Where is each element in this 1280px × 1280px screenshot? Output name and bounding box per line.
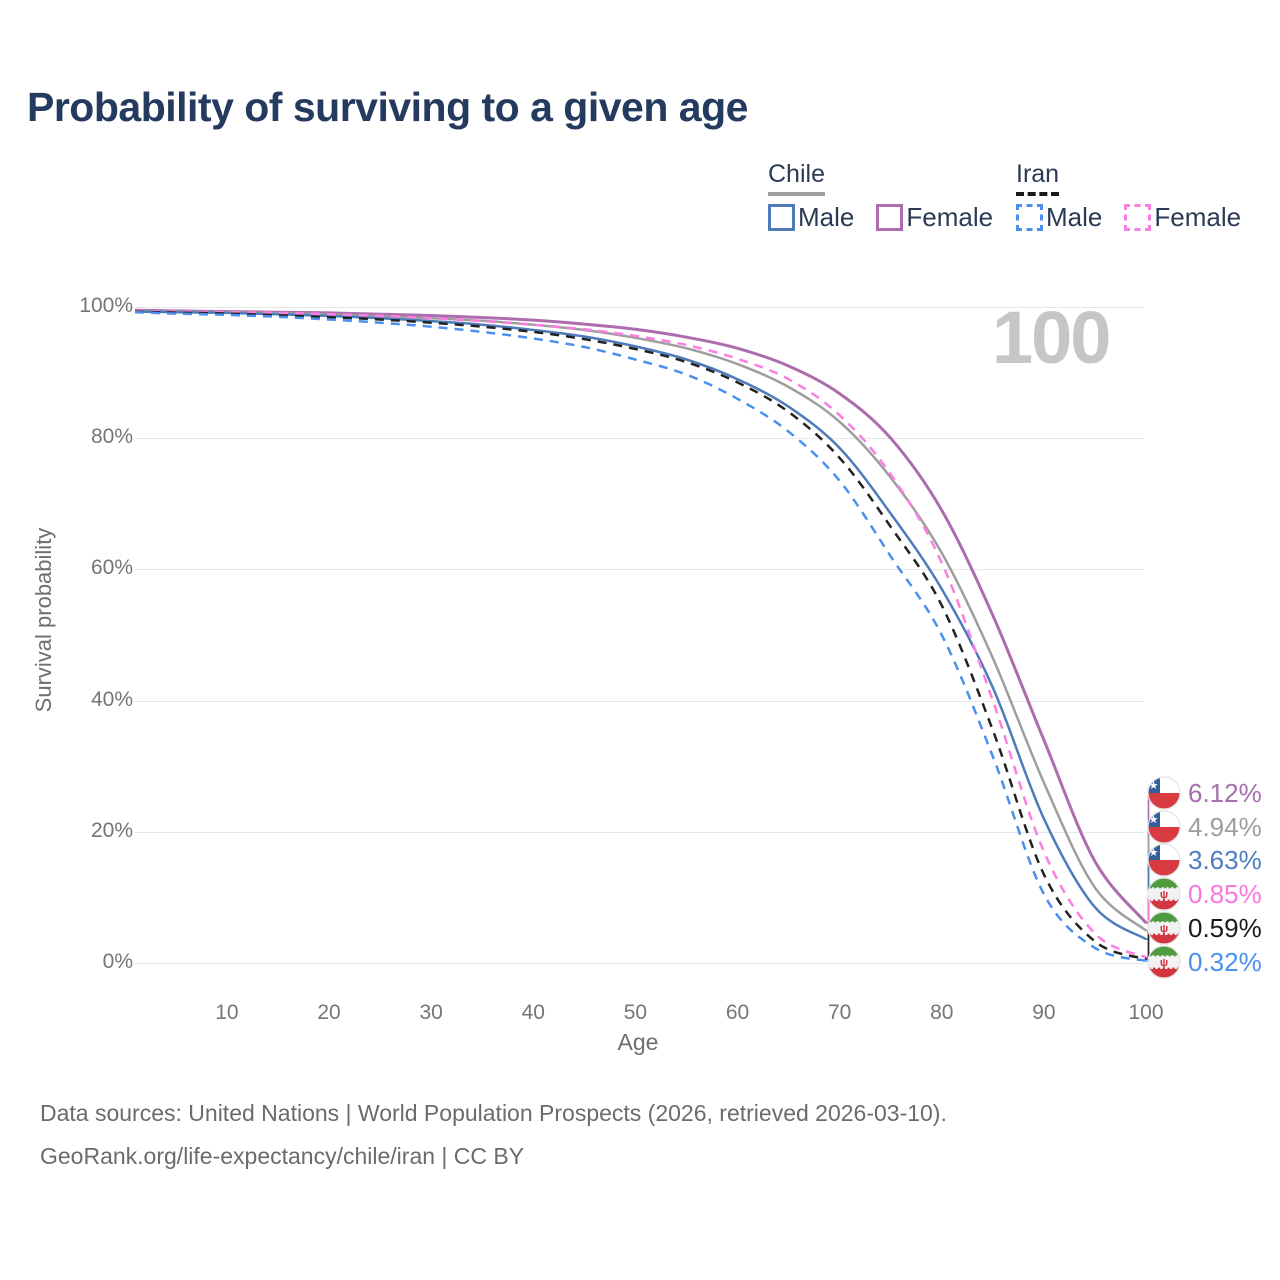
svg-text:ψ: ψ <box>1160 923 1168 935</box>
chile-flag-icon: ★ <box>1147 810 1181 844</box>
gridline <box>135 569 1144 571</box>
y-tick-label: 20% <box>90 818 133 842</box>
checkbox-iran-male-icon <box>1016 203 1043 231</box>
y-tick-label: 40% <box>90 687 133 711</box>
chile-flag-icon: ★ <box>1147 776 1181 810</box>
legend-label-iran-male: Male <box>1046 202 1103 232</box>
end-value-label-iran-both-sexes: 0.59% <box>1188 913 1262 943</box>
page-title: Probability of surviving to a given age <box>27 84 748 130</box>
x-tick-label: 30 <box>419 1001 443 1024</box>
footer-sources: Data sources: United Nations | World Pop… <box>40 1100 947 1126</box>
survival-curve-iran-male <box>135 310 1147 963</box>
legend-item-iran-female[interactable]: Female <box>1124 203 1241 231</box>
gridline <box>135 963 1144 964</box>
legend-item-chile-male[interactable]: Male <box>768 203 854 231</box>
x-tick-label: 10 <box>215 1001 239 1024</box>
survival-curve-iran-female <box>135 309 1147 959</box>
svg-text:★: ★ <box>1149 814 1159 826</box>
iran-flag-icon: ψ <box>1147 911 1181 945</box>
legend-country-chile: Chile <box>768 161 825 196</box>
survival-curve-chile-male <box>135 310 1147 941</box>
svg-text:★: ★ <box>1149 780 1159 792</box>
y-tick-label: 0% <box>102 950 133 973</box>
x-axis-title: Age <box>617 1029 659 1055</box>
svg-text:ψ: ψ <box>1160 957 1168 969</box>
y-tick-label: 80% <box>90 425 133 449</box>
checkbox-iran-female-icon <box>1124 203 1152 231</box>
age-watermark: 100 <box>992 296 1111 379</box>
checkbox-chile-female-icon <box>876 203 904 231</box>
x-tick-label: 20 <box>317 1001 341 1024</box>
end-value-label-iran-female: 0.85% <box>1188 879 1262 909</box>
x-tick-label: 50 <box>623 1001 648 1024</box>
gridline <box>135 700 1144 702</box>
survival-curve-chile-female <box>135 308 1148 924</box>
legend-label-iran-female: Female <box>1154 202 1242 232</box>
end-value-label-chile-female: 6.12% <box>1188 778 1262 808</box>
end-value-label-iran-male: 0.32% <box>1188 947 1262 977</box>
svg-text:ψ: ψ <box>1160 889 1168 901</box>
footer-attribution: GeoRank.org/life-expectancy/chile/iran |… <box>40 1143 525 1169</box>
survival-curve-iran-both-sexes <box>135 310 1147 961</box>
iran-flag-icon: ψ <box>1147 945 1181 979</box>
y-tick-label: 100% <box>79 294 133 317</box>
chile-flag-icon: ★ <box>1147 843 1181 877</box>
y-axis-title: Survival probability <box>31 527 56 713</box>
survival-plot <box>135 308 1152 963</box>
legend-label-chile-female: Female <box>906 202 994 232</box>
x-tick-label: 60 <box>725 1001 750 1024</box>
legend-group-chile: Chile Male Female <box>768 161 993 231</box>
x-tick-label: 70 <box>827 1001 852 1024</box>
gridline <box>135 438 1144 440</box>
legend-country-iran: Iran <box>1016 161 1060 196</box>
x-tick-label: 40 <box>521 1001 545 1024</box>
x-tick-label: 90 <box>1032 1001 1056 1024</box>
iran-flag-icon: ψ <box>1147 877 1181 911</box>
legend-item-iran-male[interactable]: Male <box>1016 203 1102 231</box>
legend-label-chile-male: Male <box>798 202 855 232</box>
gridline <box>135 307 1144 308</box>
checkbox-chile-male-icon <box>768 203 795 231</box>
legend-item-chile-female[interactable]: Female <box>876 203 993 231</box>
legend-group-iran: Iran Male Female <box>1016 161 1241 231</box>
x-tick-label: 100 <box>1128 1001 1164 1024</box>
x-tick-label: 80 <box>930 1001 954 1024</box>
end-value-label-chile-both-sexes: 4.94% <box>1188 812 1262 842</box>
end-value-label-chile-male: 3.63% <box>1188 845 1262 875</box>
gridline <box>135 831 1144 833</box>
svg-text:★: ★ <box>1149 847 1159 859</box>
y-tick-label: 60% <box>90 556 133 580</box>
